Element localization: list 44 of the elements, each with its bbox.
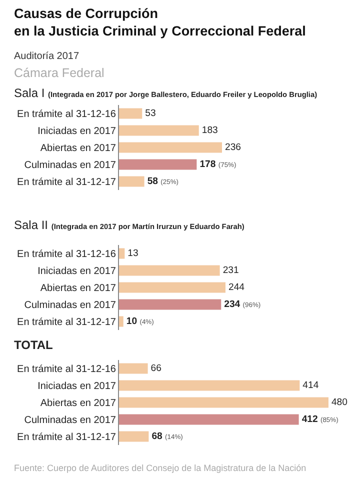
y-tick-label: En trámite al 31-12-16 bbox=[17, 109, 116, 120]
text: Cámara Federal bbox=[14, 66, 104, 80]
data-label: 236 bbox=[224, 142, 241, 153]
chart-title: TOTAL bbox=[14, 338, 53, 352]
y-tick-label: Iniciadas en 2017 bbox=[38, 266, 116, 277]
bar bbox=[119, 176, 144, 187]
y-tick-label: Iniciadas en 2017 bbox=[38, 381, 116, 392]
bar bbox=[119, 316, 124, 327]
bar bbox=[119, 108, 142, 119]
source-note: Fuente: Cuerpo de Auditores del Consejo de la Magistratura de la Nación bbox=[14, 463, 306, 473]
bar bbox=[119, 363, 148, 374]
y-tick-label: En trámite al 31-12-17 bbox=[17, 317, 116, 328]
data-label: 480 bbox=[331, 396, 348, 408]
y-tick-label: Abiertas en 2017 bbox=[40, 283, 116, 294]
y-tick-label: Culminadas en 2017 bbox=[24, 300, 116, 311]
data-label: 414 bbox=[302, 380, 320, 391]
chart-subtitle: Auditoría 2017 bbox=[14, 51, 80, 62]
bar bbox=[119, 159, 197, 170]
bar bbox=[119, 142, 222, 153]
data-label: 53 bbox=[145, 108, 156, 119]
y-tick-label: En trámite al 31-12-16 bbox=[17, 364, 116, 375]
y-tick-label: Abiertas en 2017 bbox=[40, 143, 116, 154]
bar bbox=[119, 125, 199, 136]
bar bbox=[119, 397, 328, 408]
y-tick-label: En trámite al 31-12-17 bbox=[17, 177, 116, 188]
y-tick-label: Culminadas en 2017 bbox=[24, 160, 116, 171]
y-tick-label: En trámite al 31-12-17 bbox=[17, 432, 116, 443]
bar bbox=[119, 248, 125, 259]
bar bbox=[119, 414, 299, 425]
chart-title: Causas de Corrupción en la Justicia Criminal y Correccional Federal bbox=[14, 6, 306, 39]
data-label: 183 bbox=[202, 124, 218, 136]
data-label: 231 bbox=[222, 264, 239, 276]
bar bbox=[119, 431, 149, 442]
bar bbox=[119, 380, 300, 391]
bar bbox=[119, 282, 226, 293]
bar bbox=[119, 299, 222, 310]
y-tick-label: Iniciadas en 2017 bbox=[38, 126, 116, 137]
data-label: 244 bbox=[228, 282, 246, 293]
bar bbox=[119, 265, 220, 276]
y-tick-label: Culminadas en 2017 bbox=[24, 415, 116, 426]
data-label: 13 bbox=[128, 248, 138, 259]
data-label: 66 bbox=[150, 362, 162, 374]
y-tick-label: Abiertas en 2017 bbox=[40, 398, 116, 409]
y-tick-label: En trámite al 31-12-16 bbox=[17, 249, 116, 260]
